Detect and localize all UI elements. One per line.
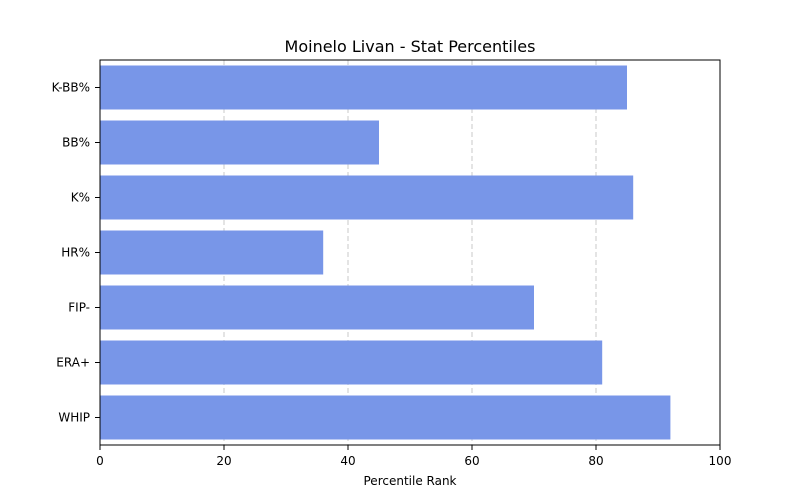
- x-tick-label: 0: [96, 454, 104, 468]
- bar-whip: [100, 395, 671, 440]
- x-axis-ticks: 0 20 40 60 80 100: [96, 445, 731, 468]
- bar-fip: [100, 285, 534, 330]
- x-tick-label: 100: [709, 454, 732, 468]
- y-tick-label: WHIP: [58, 411, 90, 425]
- bar-era: [100, 340, 603, 385]
- bars: [100, 65, 671, 440]
- x-axis-label: Percentile Rank: [364, 474, 457, 488]
- y-tick-label: ERA+: [56, 356, 90, 370]
- bar-bb: [100, 120, 379, 165]
- bar-k-bb: [100, 65, 627, 110]
- y-tick-label: HR%: [61, 246, 90, 260]
- y-tick-label: K-BB%: [52, 81, 90, 95]
- chart-title: Moinelo Livan - Stat Percentiles: [285, 37, 536, 56]
- x-tick-label: 40: [340, 454, 355, 468]
- y-tick-label: FIP-: [68, 301, 90, 315]
- x-tick-label: 20: [216, 454, 231, 468]
- x-tick-label: 80: [588, 454, 603, 468]
- y-tick-label: K%: [71, 191, 90, 205]
- bar-hr: [100, 230, 324, 275]
- bar-k: [100, 175, 634, 220]
- y-axis-ticks: K-BB% BB% K% HR% FIP- ERA+ WHIP: [52, 81, 100, 425]
- x-tick-label: 60: [464, 454, 479, 468]
- y-tick-label: BB%: [62, 136, 90, 150]
